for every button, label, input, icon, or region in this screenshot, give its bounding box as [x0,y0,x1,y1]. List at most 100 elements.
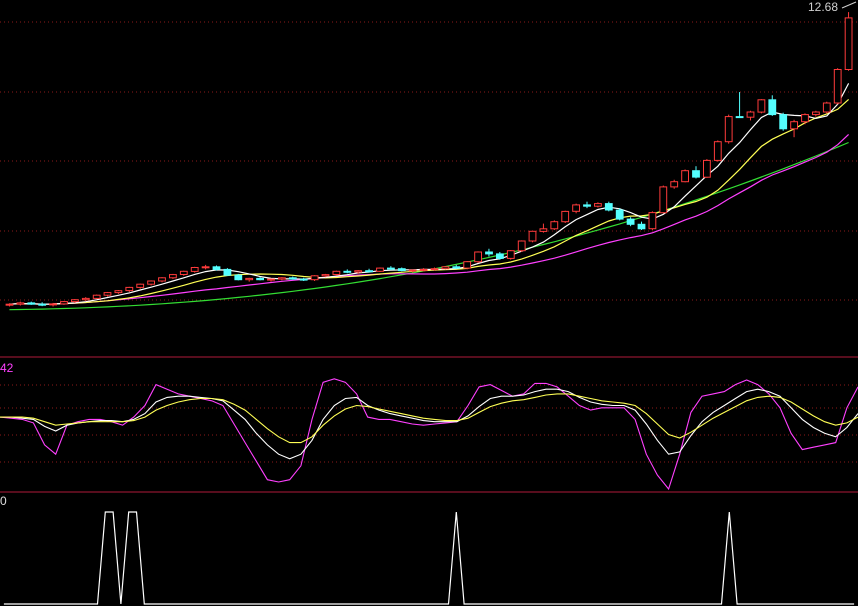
candle-up [822,102,831,113]
moving-average-lines [9,83,850,311]
candle-up [474,251,483,263]
ma60-line [9,141,849,311]
candle-up [278,277,286,280]
candle-up [103,292,112,296]
candle-up [746,111,755,118]
candle-down [692,170,700,178]
candle-up [267,278,275,281]
candle-up [844,17,853,70]
candle-up [321,274,330,277]
candle-up [179,270,188,275]
candle-up [790,121,799,130]
candle-down [365,270,374,273]
candle-up [430,268,439,271]
candle-down [768,99,777,116]
k-line [0,378,858,491]
candle-up [125,286,134,292]
candle-up [703,159,711,178]
candle-up [92,294,101,299]
oscillator-lines [0,378,858,491]
candle-up [354,270,363,273]
candle-up [572,204,581,212]
candle-up [659,186,668,214]
candle-down [212,266,221,270]
candle-up [833,69,842,104]
candle-up [408,269,417,272]
candle-down [604,203,613,211]
candle-down [299,278,308,281]
candle-down [234,274,243,281]
ma10-line [9,98,850,305]
candle-up [724,116,733,143]
candle-up [5,303,14,306]
candle-up [681,170,690,183]
candle-up [158,277,166,282]
candle-up [71,299,79,303]
candle-up [310,275,319,281]
candle-down [343,270,352,273]
signal-line [3,511,855,605]
candle-up [594,203,602,207]
candle-up [169,274,177,279]
candle-down [583,204,591,207]
candle-down [387,267,395,270]
candle-down [38,303,47,306]
candle-down [223,268,232,276]
d-line [0,388,858,460]
signal-panel [3,511,855,605]
candle-up [441,266,450,270]
candle-up [190,267,199,272]
signal-top-label: 0 [0,494,7,508]
candle-up [539,228,548,232]
candle-down [256,277,265,281]
oscillator-gridlines [0,384,858,463]
candle-up [60,301,68,305]
candle-up [114,290,123,294]
candle-down [735,116,744,119]
candle-down [27,302,36,305]
candle-up [81,297,90,301]
candle-up [801,114,809,123]
candle-up [49,303,58,306]
j-line [0,393,858,444]
candle-down [397,268,406,272]
candle-down [779,114,788,130]
candlesticks [5,1,857,307]
oscillator-panel [0,378,858,493]
candle-down [615,209,624,220]
candle-down [288,277,297,280]
candle-down [496,253,504,259]
candle-up [757,99,766,113]
candle-up [16,302,25,305]
candle-up [550,221,559,230]
candle-up [332,270,341,275]
candle-up [528,230,537,242]
candle-up [812,111,820,116]
ma20-line [9,133,850,305]
candle-up [419,268,428,271]
candle-down [637,223,646,230]
candle-down [452,266,461,269]
candle-up [506,250,515,259]
candle-down [485,251,493,255]
candle-up [713,141,722,161]
candle-up [670,181,679,188]
candle-up [376,267,384,272]
candle-up [245,277,254,281]
price-max-label: 12.68 [807,0,838,14]
candle-up [201,266,210,269]
candle-up [136,283,145,288]
candle-down [626,218,635,225]
candle-up [648,212,657,230]
candle-up [147,280,155,285]
oscillator-top-label: 42 [0,361,14,375]
candle-up [463,261,472,269]
ma5-line [9,83,850,305]
price-gridlines [0,21,858,301]
price-panel [0,1,858,358]
signal-lines [3,511,855,605]
max-pointer [841,1,857,9]
candle-up [517,240,526,252]
candle-up [561,210,570,223]
